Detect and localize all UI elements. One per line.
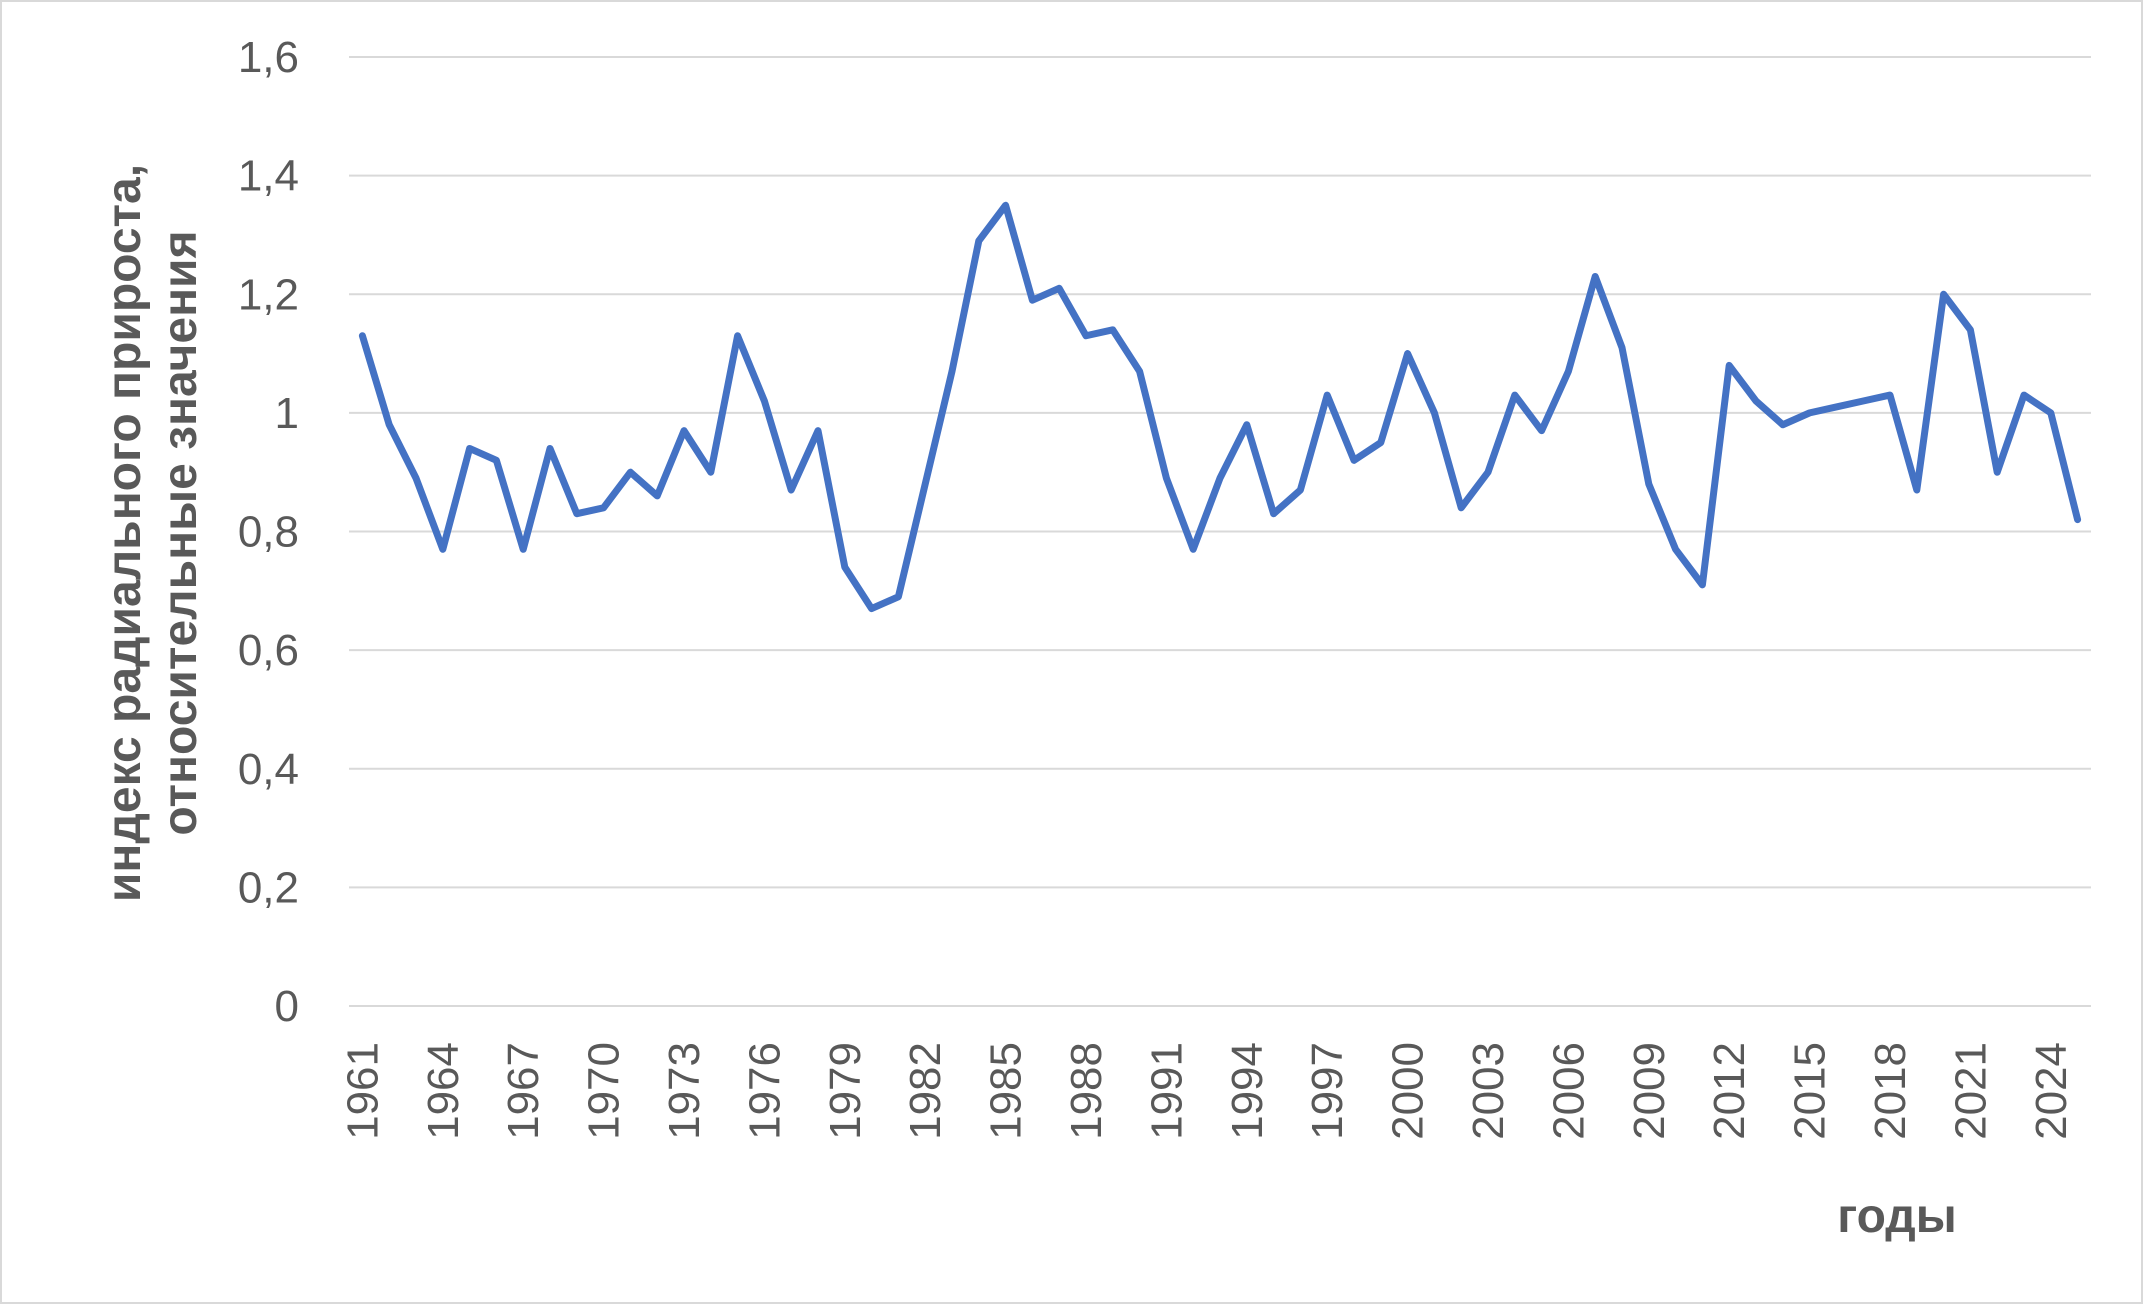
y-axis-title: относительные значения	[154, 230, 207, 835]
y-tick-label: 0,4	[238, 745, 299, 794]
data-line	[358, 201, 2082, 613]
x-axis-title: годы	[1837, 1190, 1957, 1243]
x-tick-label: 1982	[901, 1042, 950, 1140]
x-tick-label: 1979	[821, 1042, 870, 1140]
x-tick-label: 2012	[1705, 1042, 1754, 1140]
x-tick-label: 2003	[1464, 1042, 1513, 1140]
x-tick-label: 1985	[982, 1042, 1031, 1140]
x-tick-label: 1976	[740, 1042, 789, 1140]
x-tick-label: 2024	[2027, 1042, 2076, 1140]
x-tick-label: 1973	[660, 1042, 709, 1140]
y-tick-label: 0,8	[238, 508, 299, 557]
x-tick-label: 1994	[1223, 1042, 1272, 1140]
x-tick-label: 2018	[1866, 1042, 1915, 1140]
x-tick-label: 2006	[1544, 1042, 1593, 1140]
y-tick-label: 0,2	[238, 863, 299, 912]
x-tick-label: 2015	[1786, 1042, 1835, 1140]
y-tick-label: 1,4	[238, 152, 299, 201]
x-tick-label: 1991	[1142, 1042, 1191, 1140]
x-tick-label: 1961	[338, 1042, 387, 1140]
x-tick-label: 2000	[1384, 1042, 1433, 1140]
y-tick-label: 1,2	[238, 270, 299, 319]
y-tick-label: 0	[275, 982, 299, 1031]
x-tick-label: 2009	[1625, 1042, 1674, 1140]
x-tick-label: 2021	[1946, 1042, 1995, 1140]
y-tick-label: 0,6	[238, 626, 299, 675]
x-tick-label: 1967	[499, 1042, 548, 1140]
x-tick-label: 1970	[580, 1042, 629, 1140]
x-tick-label: 1964	[419, 1042, 468, 1140]
y-axis-title: индекс радиального прироста,	[98, 164, 151, 902]
y-tick-label: 1	[275, 389, 299, 438]
y-tick-label: 1,6	[238, 33, 299, 82]
x-tick-label: 1988	[1062, 1042, 1111, 1140]
x-tick-label: 1997	[1303, 1042, 1352, 1140]
